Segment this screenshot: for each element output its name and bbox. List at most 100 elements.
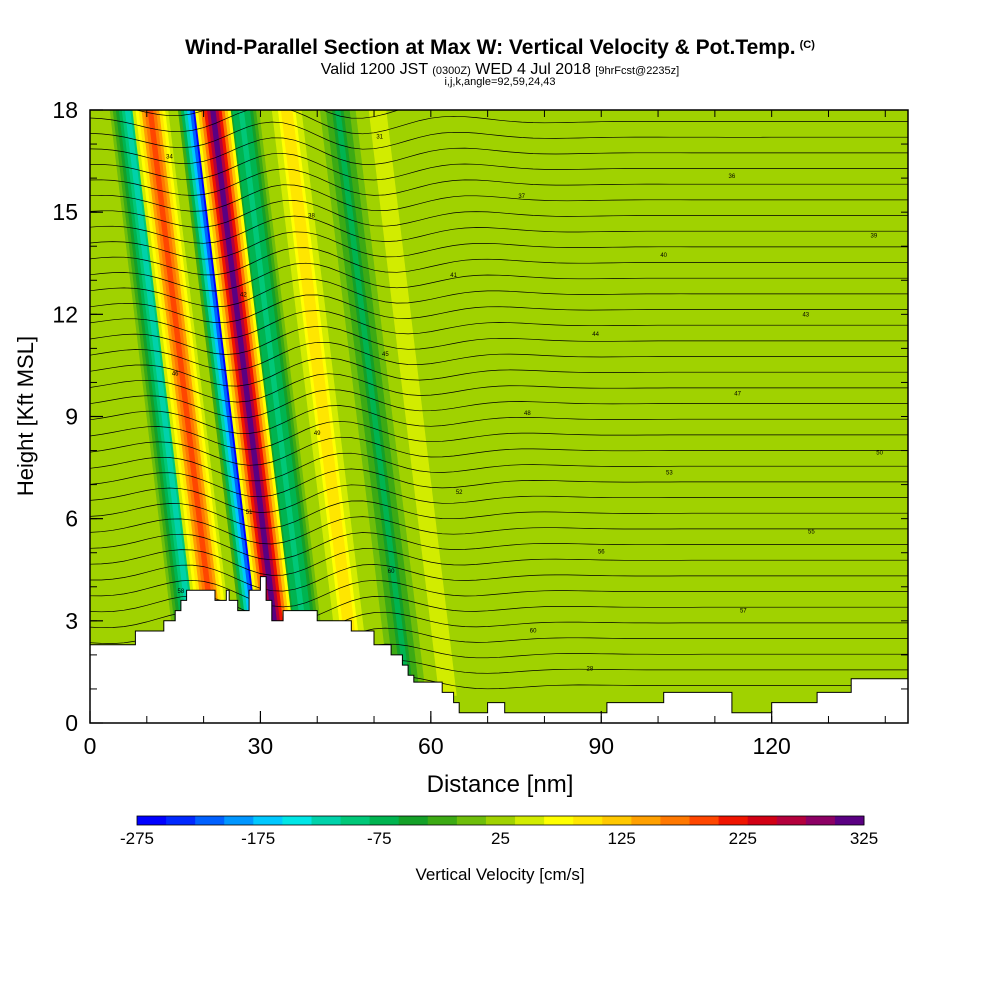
updraft-band bbox=[210, 110, 286, 696]
chart-subtitle: Valid 1200 JST (0300Z) WED 4 Jul 2018 [9… bbox=[320, 61, 680, 78]
colorbar-swatch bbox=[137, 816, 167, 825]
colorbar-swatch bbox=[718, 816, 749, 825]
theta-contour bbox=[90, 389, 908, 419]
colorbar-tick-label: 225 bbox=[729, 829, 757, 848]
colorbar-swatch bbox=[776, 816, 807, 825]
colorbar-tick-label: -75 bbox=[367, 829, 392, 848]
theta-contour bbox=[90, 357, 908, 387]
contour-label: 60 bbox=[530, 628, 537, 634]
contour-label: 28 bbox=[587, 667, 594, 673]
contour-label: 38 bbox=[308, 214, 315, 220]
theta-contour bbox=[90, 468, 908, 498]
theta-contour bbox=[90, 152, 908, 181]
contour-label: 37 bbox=[518, 194, 525, 200]
colorbar-tick-label: 325 bbox=[850, 829, 878, 848]
theta-contour bbox=[90, 341, 908, 371]
theta-contour bbox=[90, 405, 908, 434]
colorbar-tick-label: 125 bbox=[608, 829, 636, 848]
contour-label: 53 bbox=[666, 470, 673, 476]
contour-label: 40 bbox=[660, 253, 667, 259]
x-tick-label: 120 bbox=[752, 733, 790, 759]
colorbar-swatch bbox=[805, 816, 836, 825]
colorbar-swatch bbox=[573, 816, 603, 825]
colorbar bbox=[136, 815, 865, 826]
updraft-band bbox=[147, 110, 224, 696]
theta-contour bbox=[90, 516, 908, 545]
theta-contour bbox=[90, 579, 908, 608]
y-tick-label: 15 bbox=[52, 199, 78, 225]
colorbar-swatch bbox=[456, 816, 487, 825]
y-tick-label: 9 bbox=[65, 404, 78, 430]
contour-label: 42 bbox=[240, 293, 247, 299]
colorbar-swatch bbox=[166, 816, 196, 825]
colorbar-swatch bbox=[398, 816, 429, 825]
colorbar-swatch bbox=[631, 816, 661, 825]
theta-contour bbox=[90, 420, 908, 450]
potential-temperature-contours: 6159605758605655515253504948474645444342… bbox=[90, 110, 908, 701]
colorbar-swatch bbox=[224, 816, 254, 825]
theta-contour bbox=[90, 215, 908, 244]
theta-contour bbox=[90, 532, 908, 561]
x-axis: 0 30 60 90 120 bbox=[84, 110, 886, 759]
contour-label: 44 bbox=[592, 332, 599, 338]
contour-label: 34 bbox=[166, 154, 173, 160]
colorbar-tick-label: 25 bbox=[491, 829, 510, 848]
contour-label: 31 bbox=[376, 135, 383, 141]
colorbar-tick-label: -175 bbox=[241, 829, 275, 848]
colorbar-swatch bbox=[195, 816, 225, 825]
colorbar-swatch bbox=[427, 816, 458, 825]
contour-label: 47 bbox=[734, 391, 741, 397]
y-axis-label: Height [Kft MSL] bbox=[13, 336, 38, 496]
contour-label: 39 bbox=[871, 233, 878, 239]
contour-label: 36 bbox=[729, 174, 736, 180]
theta-contour bbox=[90, 231, 908, 260]
colorbar-tick-label: -275 bbox=[120, 829, 154, 848]
colorbar-swatch bbox=[747, 816, 778, 825]
theta-contour bbox=[90, 137, 908, 165]
y-tick-label: 18 bbox=[52, 97, 78, 123]
x-tick-label: 0 bbox=[84, 733, 97, 759]
colorbar-swatch bbox=[282, 816, 312, 825]
theta-contour bbox=[90, 294, 908, 323]
colorbar-swatch bbox=[515, 816, 545, 825]
theta-contour bbox=[90, 564, 908, 592]
theta-contour bbox=[90, 310, 908, 339]
contour-label: 58 bbox=[178, 589, 185, 595]
contour-label: 49 bbox=[314, 431, 321, 437]
theta-contour bbox=[90, 121, 908, 150]
contour-label: 43 bbox=[802, 312, 809, 318]
updraft-band bbox=[283, 110, 360, 696]
chart-indices: i,j,k,angle=92,59,24,43 bbox=[444, 76, 556, 88]
contour-label: 46 bbox=[172, 372, 179, 378]
theta-contour bbox=[90, 278, 908, 308]
x-tick-label: 90 bbox=[588, 733, 614, 759]
colorbar-swatch bbox=[340, 816, 371, 825]
colorbar-ticks: -275 -175 -75 25 125 225 325 bbox=[120, 829, 878, 848]
theta-contour bbox=[90, 500, 908, 529]
theta-contour bbox=[90, 262, 908, 292]
terrain-mask bbox=[89, 576, 909, 724]
theta-contour bbox=[90, 548, 908, 576]
chart-title: Wind-Parallel Section at Max W: Vertical… bbox=[185, 36, 815, 59]
colorbar-label: Vertical Velocity [cm/s] bbox=[415, 865, 584, 884]
contour-label: 56 bbox=[598, 549, 605, 555]
x-tick-label: 60 bbox=[418, 733, 444, 759]
contour-label: 41 bbox=[450, 273, 457, 279]
colorbar-swatch bbox=[253, 816, 283, 825]
y-tick-label: 12 bbox=[52, 301, 78, 327]
contour-label: 55 bbox=[808, 530, 815, 536]
colorbar-swatch bbox=[834, 816, 865, 825]
x-tick-label: 30 bbox=[248, 733, 274, 759]
y-tick-label: 6 bbox=[65, 506, 78, 532]
colorbar-swatch bbox=[689, 816, 720, 825]
colorbar-swatch bbox=[311, 816, 342, 825]
theta-contour bbox=[90, 325, 908, 355]
contour-label: 51 bbox=[246, 510, 253, 516]
contour-label: 57 bbox=[740, 609, 747, 615]
theta-contour bbox=[90, 452, 908, 482]
y-tick-label: 3 bbox=[65, 608, 78, 634]
colorbar-swatch bbox=[544, 816, 574, 825]
colorbar-swatch bbox=[369, 816, 400, 825]
